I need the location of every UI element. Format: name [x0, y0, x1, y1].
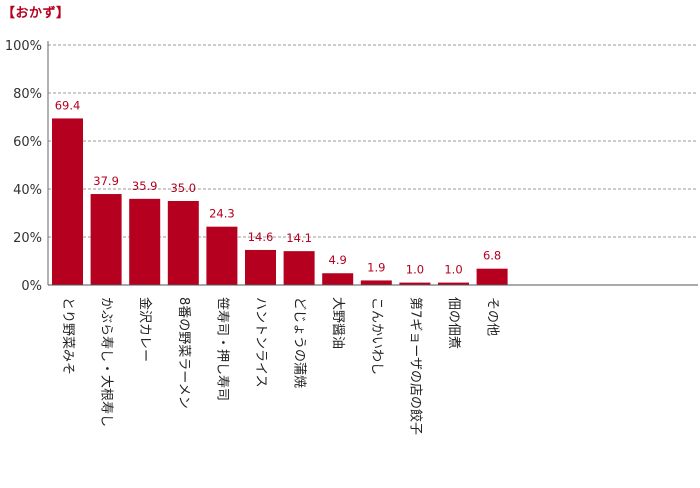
category-label-1: とり野菜みそ — [60, 297, 75, 375]
value-label-2: 37.9 — [93, 174, 119, 188]
value-label-10: 1.0 — [406, 263, 424, 277]
category-label-5: 笹寿司・押し寿司 — [214, 297, 230, 401]
value-labels: 69.4 37.9 35.9 35.0 24.3 14.6 14.1 4.9 1.9 1.0 1.0… — [55, 98, 502, 276]
category-label-4: 8番の野菜ラーメン — [176, 297, 191, 409]
y-tick-label: 40% — [13, 183, 42, 198]
y-tick-label: 0% — [21, 279, 42, 294]
bar-4 — [167, 201, 199, 285]
value-label-5: 24.3 — [209, 207, 235, 221]
y-axis-tick-labels: 0% 20% 40% 60% 80% 100% — [5, 39, 42, 294]
bar-6 — [245, 249, 276, 285]
y-tick-label: 80% — [13, 87, 42, 102]
bar-3 — [129, 198, 161, 285]
bar-9 — [360, 280, 392, 285]
value-label-7: 14.1 — [286, 231, 312, 245]
category-label-11: 佃の佃煮 — [446, 297, 461, 349]
value-label-3: 35.9 — [132, 179, 158, 193]
category-label-9: こんかいわし — [369, 297, 384, 375]
bar-11 — [438, 282, 469, 285]
category-labels: とり野菜みそ かぶら寿し・大根寿し 金沢カレー 8番の野菜ラーメン 笹寿司・押し寿司 ハン… — [60, 297, 500, 435]
bars — [52, 118, 508, 285]
category-label-7: どじょうの蒲焼 — [292, 297, 307, 388]
category-label-12: その他 — [485, 297, 500, 336]
value-label-6: 14.6 — [248, 230, 274, 244]
bar-1 — [52, 118, 83, 285]
bar-8 — [322, 273, 354, 285]
bar-5 — [206, 226, 238, 285]
value-label-12: 6.8 — [483, 249, 501, 263]
category-label-3: 金沢カレー — [137, 297, 153, 362]
bar-2 — [90, 194, 122, 285]
category-label-2: かぶら寿し・大根寿し — [99, 297, 114, 427]
category-label-10: 第7ギョーザの店の餃子 — [407, 297, 423, 435]
y-tick-label: 20% — [13, 231, 42, 246]
value-label-1: 69.4 — [55, 98, 81, 112]
bar-7 — [283, 251, 315, 285]
category-label-8: 大野醤油 — [330, 297, 345, 349]
chart-section-title: 【おかず】 — [2, 6, 70, 21]
y-tick-label: 100% — [5, 39, 42, 54]
bar-12 — [476, 268, 508, 285]
value-label-8: 4.9 — [329, 253, 347, 267]
value-label-4: 35.0 — [170, 181, 196, 195]
gridlines — [48, 44, 698, 238]
y-tick-label: 60% — [13, 135, 42, 150]
value-label-9: 1.9 — [367, 260, 385, 274]
category-label-6: ハントンライス — [253, 297, 268, 388]
value-label-11: 1.0 — [444, 263, 462, 277]
axes — [47, 41, 698, 286]
bar-10 — [399, 282, 431, 285]
